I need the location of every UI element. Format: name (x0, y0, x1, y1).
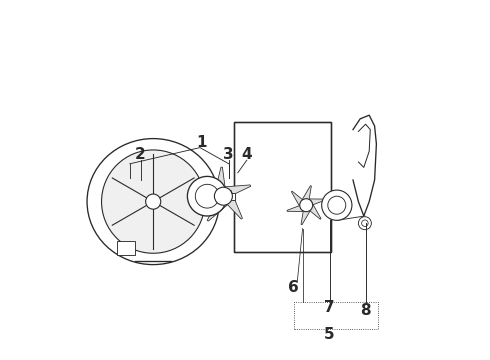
Bar (234, 122, 331, 252)
Text: 6: 6 (288, 280, 299, 296)
Circle shape (358, 217, 371, 230)
Circle shape (215, 187, 232, 205)
Polygon shape (304, 199, 325, 207)
Polygon shape (207, 195, 231, 221)
Circle shape (187, 176, 227, 216)
Text: 7: 7 (324, 300, 335, 315)
Polygon shape (301, 205, 313, 225)
Bar (117, 241, 135, 255)
Text: 4: 4 (242, 147, 252, 162)
Circle shape (362, 220, 368, 226)
Circle shape (321, 190, 352, 220)
Polygon shape (292, 191, 308, 210)
Bar (225, 193, 235, 200)
Circle shape (196, 184, 219, 208)
Bar (234, 122, 331, 252)
Ellipse shape (87, 139, 220, 265)
Polygon shape (300, 186, 311, 206)
Polygon shape (220, 185, 251, 199)
Polygon shape (195, 188, 224, 206)
Circle shape (328, 196, 346, 214)
Text: 1: 1 (196, 135, 207, 150)
Polygon shape (214, 167, 226, 197)
Text: 3: 3 (223, 147, 234, 162)
Circle shape (146, 194, 161, 209)
Circle shape (101, 150, 205, 253)
Text: 5: 5 (324, 327, 335, 342)
Polygon shape (287, 203, 308, 212)
Polygon shape (221, 190, 243, 219)
Text: 2: 2 (135, 147, 146, 162)
Text: 8: 8 (360, 303, 371, 318)
Polygon shape (305, 201, 321, 219)
Circle shape (300, 199, 313, 212)
